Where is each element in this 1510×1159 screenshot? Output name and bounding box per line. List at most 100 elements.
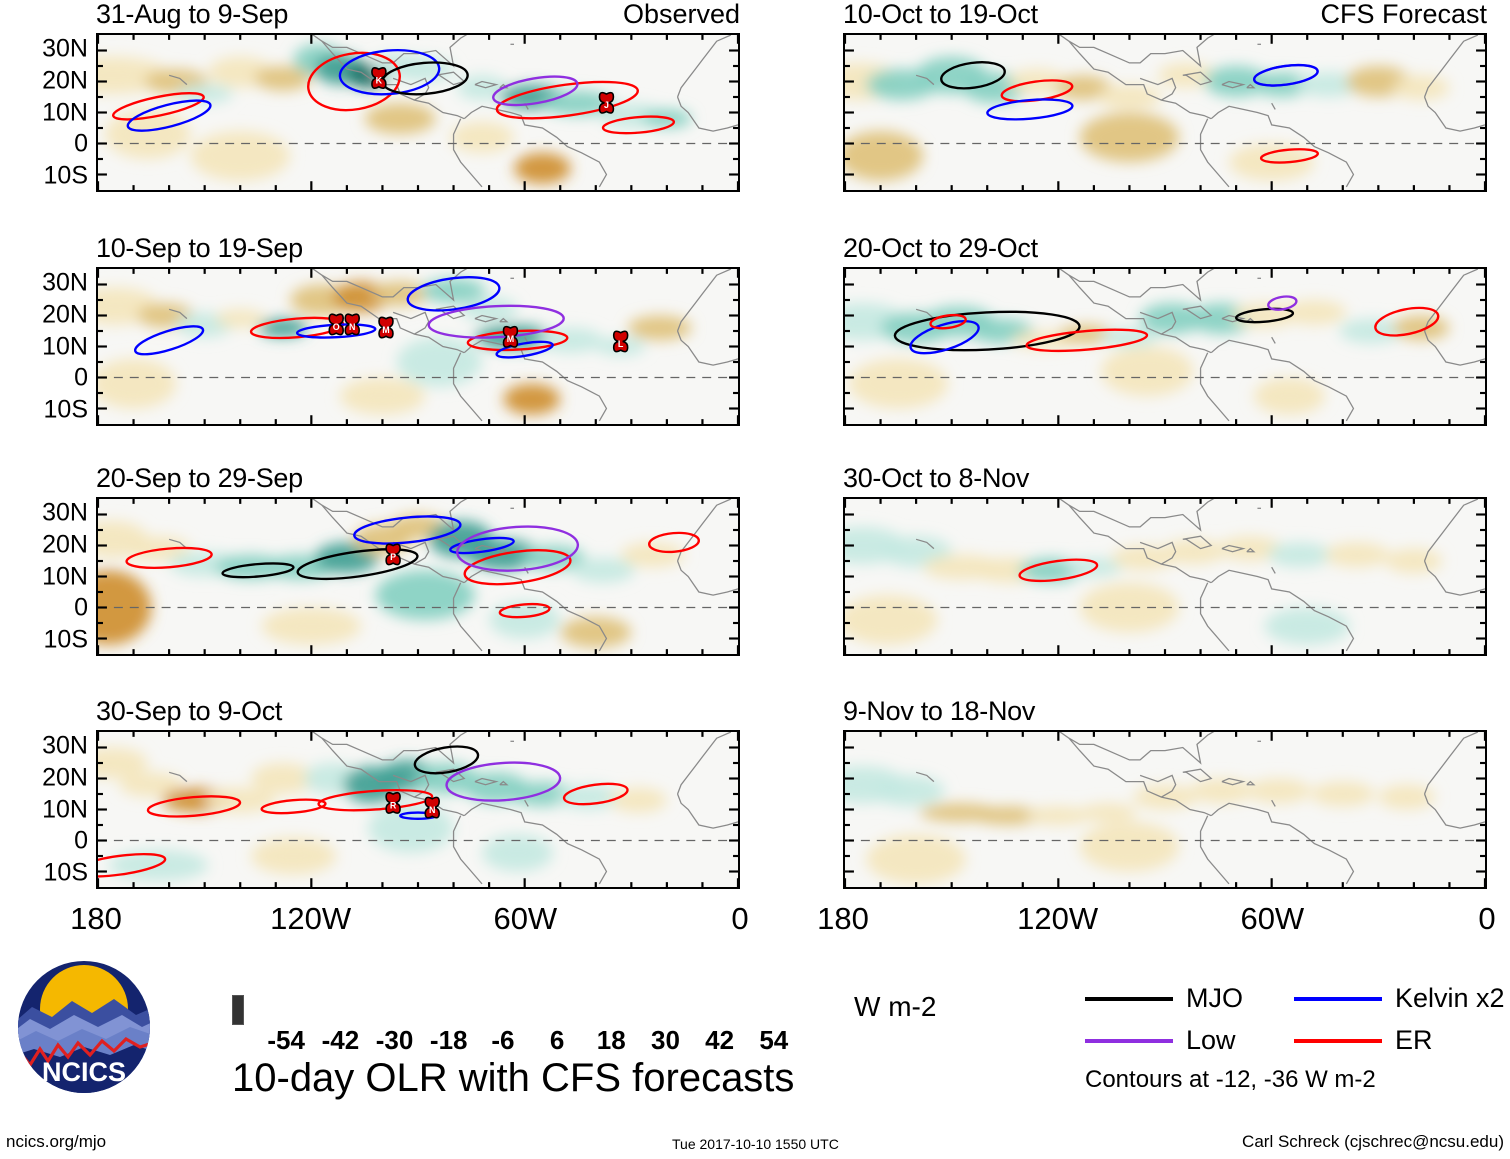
coastlines [168, 269, 738, 422]
colorbar-cell [235, 996, 236, 1024]
map-graphics [845, 35, 1485, 190]
map-panel-p7: 30-Oct to 8-Nov [843, 465, 1487, 656]
colorbar-cell [239, 996, 240, 1024]
panel-corner-label: Observed [622, 0, 740, 29]
x-tick-label: 180 [70, 901, 122, 936]
x-axis-labels: 180 120W 60W 0 [817, 889, 1495, 939]
y-tick-label: 30N [42, 498, 88, 527]
svg-text:O: O [333, 322, 340, 332]
storm-symbol-icon: R [385, 791, 401, 814]
map-panel-p4: 30-Sep to 9-Oct 30N 20N 10N 0 10S 180 120W 60W 0 R… [42, 698, 749, 935]
legend-label-er: ER [1395, 1025, 1433, 1055]
colorbar-tick-label: -42 [321, 1025, 360, 1055]
svg-text:L: L [618, 339, 624, 349]
colorbar-cell [240, 996, 241, 1024]
map-canvas [843, 730, 1487, 889]
map-graphics [845, 732, 1485, 887]
storm-symbol-icon: N [424, 796, 440, 819]
colorbar-cell [241, 996, 242, 1024]
panel-title: 20-Sep to 29-Sep [96, 463, 303, 493]
y-tick-label: 20N [42, 763, 88, 792]
wave-contours [940, 61, 1319, 164]
contour-legend: MJO Kelvin x2 Low ER [1085, 985, 1505, 1065]
coastlines [915, 269, 1485, 422]
storm-symbol-icon: M [378, 316, 394, 339]
x-tick-label: 0 [731, 901, 749, 936]
y-tick-label: 10S [43, 625, 88, 654]
y-tick-label: 10N [42, 332, 88, 360]
y-tick-label: 30N [42, 731, 88, 760]
colorbar-cell [238, 996, 239, 1024]
colorbar-tick-label: 30 [650, 1025, 680, 1055]
olr-anomaly-shading [98, 747, 667, 881]
axis-ticks [98, 269, 738, 424]
map-graphics: O N M M L [98, 269, 738, 424]
x-tick-label: 60W [1240, 901, 1305, 936]
panel-title: 31-Aug to 9-Sep [96, 0, 289, 29]
olr-anomaly-shading [845, 56, 1450, 181]
y-tick-label: 20N [42, 300, 88, 329]
y-axis-labels: 30N 20N 10N 0 10S [10, 497, 96, 656]
axis-ticks [98, 732, 738, 887]
map-canvas: P [96, 497, 740, 656]
y-tick-label: 30N [42, 268, 88, 297]
legend-line-low [1085, 1038, 1173, 1043]
colorbar-tick-label: -18 [429, 1025, 468, 1055]
legend-item-er: ER [1294, 1027, 1433, 1054]
x-tick-label: 180 [817, 901, 869, 936]
colorbar-tick-label: -54 [267, 1025, 305, 1055]
y-tick-label: 20N [42, 530, 88, 559]
main-title: 10-day OLR with CFS forecasts [232, 1056, 795, 1100]
map-canvas [843, 267, 1487, 426]
wave-contours [125, 515, 701, 619]
legend-item-mjo: MJO [1085, 985, 1243, 1012]
map-panel-p1: 31-Aug to 9-Sep Observed 30N 20N 10N 0 10S K J [42, 1, 740, 192]
colorbar-swatches [232, 995, 244, 1025]
colorbar-tick-label: -6 [491, 1025, 515, 1055]
map-canvas [843, 497, 1487, 656]
y-axis-labels: 30N 20N 10N 0 10S [10, 33, 96, 192]
svg-text:NCICS: NCICS [42, 1057, 126, 1087]
storm-symbol-icon: L [612, 330, 629, 353]
panel-title: 20-Oct to 29-Oct [843, 233, 1038, 263]
storm-symbol-icon: O [328, 313, 344, 336]
colorbar-tick-label: 42 [705, 1025, 735, 1055]
y-tick-label: 20N [42, 66, 88, 95]
axis-ticks [845, 499, 1485, 654]
y-tick-label: 10N [42, 562, 88, 590]
legend-label-low: Low [1186, 1025, 1236, 1055]
svg-text:M: M [382, 325, 389, 335]
map-panel-p8: 9-Nov to 18-Nov 180 120W 60W 0 [817, 698, 1495, 935]
footer-author: Carl Schreck (cjschrec@ncsu.edu) [1242, 1132, 1504, 1151]
panel-title: 30-Oct to 8-Nov [843, 463, 1030, 493]
y-tick-label: 10S [43, 858, 88, 887]
colorbar-cell [234, 996, 235, 1024]
footer-site[interactable]: ncics.org/mjo [6, 1132, 107, 1151]
y-tick-label: 0 [74, 129, 88, 158]
axis-ticks [845, 35, 1485, 190]
olr-anomaly-shading [98, 278, 692, 415]
wave-contours [133, 276, 569, 359]
olr-anomaly-shading [845, 766, 1436, 884]
svg-text:R: R [390, 800, 397, 810]
panel-title: 10-Oct to 19-Oct [843, 0, 1038, 29]
map-graphics [845, 269, 1485, 424]
map-graphics [845, 499, 1485, 654]
svg-text:M: M [507, 334, 514, 344]
map-panel-p5: 10-Oct to 19-Oct CFS Forecast [843, 1, 1487, 192]
olr-anomaly-shading [98, 514, 685, 648]
storm-symbol-icon: P [385, 543, 401, 566]
x-tick-label: 0 [1478, 901, 1496, 936]
svg-text:N: N [429, 805, 435, 815]
panel-title: 30-Sep to 9-Oct [96, 696, 283, 726]
wave-contours [98, 745, 629, 878]
storm-markers: O N M M L [328, 313, 629, 353]
colorbar-unit: W m-2 [854, 991, 937, 1022]
panel-title: 10-Sep to 19-Sep [96, 233, 303, 263]
legend-line-kelvin [1294, 996, 1382, 1001]
y-tick-label: 10N [42, 98, 88, 126]
